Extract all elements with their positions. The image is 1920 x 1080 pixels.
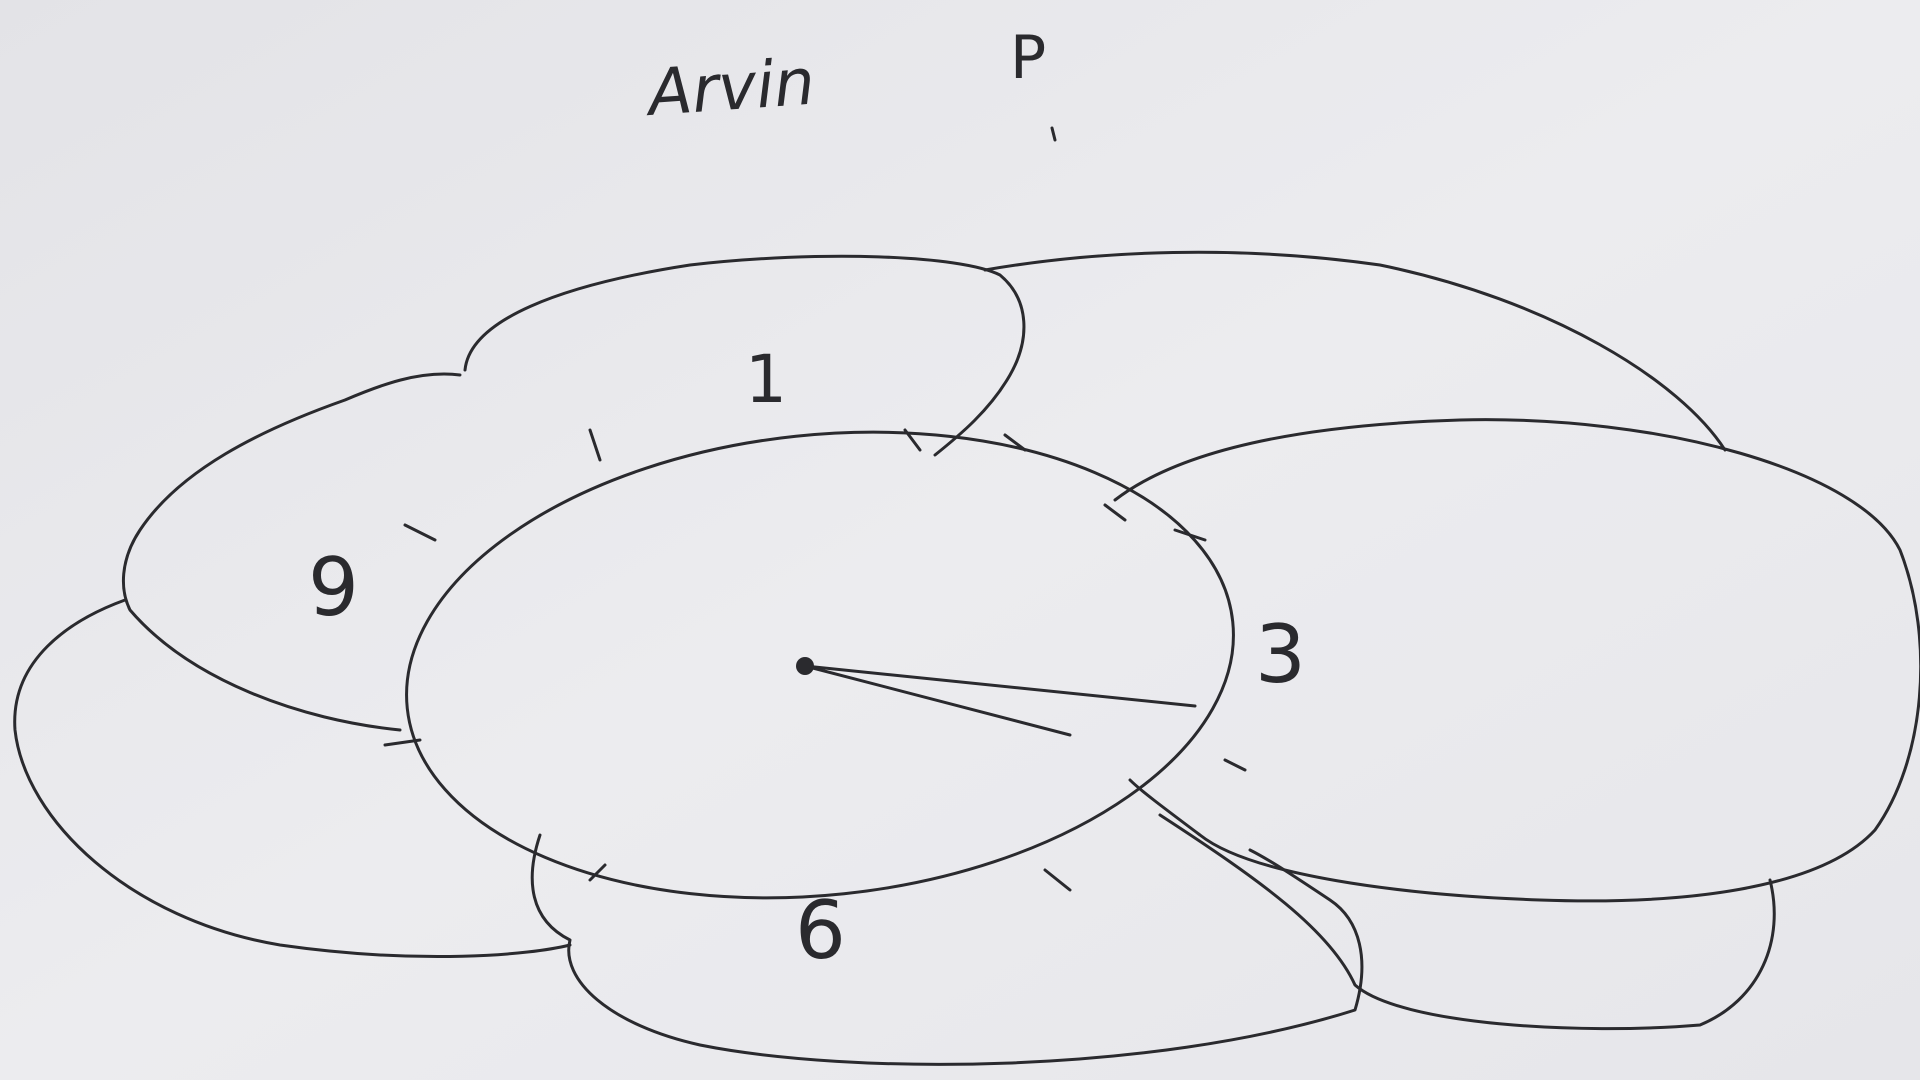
handwritten-mark: P	[1010, 23, 1046, 93]
clock-number-left: 9	[308, 541, 359, 634]
tick-mark	[403, 523, 437, 542]
clock-center-pin	[796, 657, 814, 675]
tick-mark	[588, 428, 602, 462]
tick-mark	[1043, 868, 1072, 892]
petal-bottom	[530, 833, 1364, 1066]
petal-left-upper	[121, 372, 462, 732]
handwritten-name: Arvin	[642, 46, 817, 132]
clock-number-top: 1	[745, 341, 787, 418]
tick-mark	[383, 738, 422, 747]
clock-number-right: 3	[1255, 608, 1306, 701]
tick-mark	[588, 863, 607, 882]
petal-outlines	[13, 250, 1920, 1066]
clock-face	[405, 430, 1235, 900]
ink-dot	[1050, 126, 1057, 142]
hour-ticks	[383, 428, 1247, 892]
tick-mark	[1223, 758, 1247, 772]
hour-hand	[803, 664, 1072, 737]
tick-mark	[903, 428, 922, 452]
petal-bottom-right	[1158, 813, 1776, 1031]
clock-number-bottom: 6	[795, 884, 846, 977]
petal-top-right	[983, 250, 1727, 452]
tick-mark	[1173, 528, 1207, 542]
tick-mark	[1103, 503, 1127, 522]
petal-right	[1113, 418, 1920, 903]
petal-left-lower	[13, 598, 572, 959]
petal-top-left	[463, 254, 1026, 457]
tick-mark	[1003, 433, 1027, 452]
minute-hand	[803, 664, 1197, 708]
